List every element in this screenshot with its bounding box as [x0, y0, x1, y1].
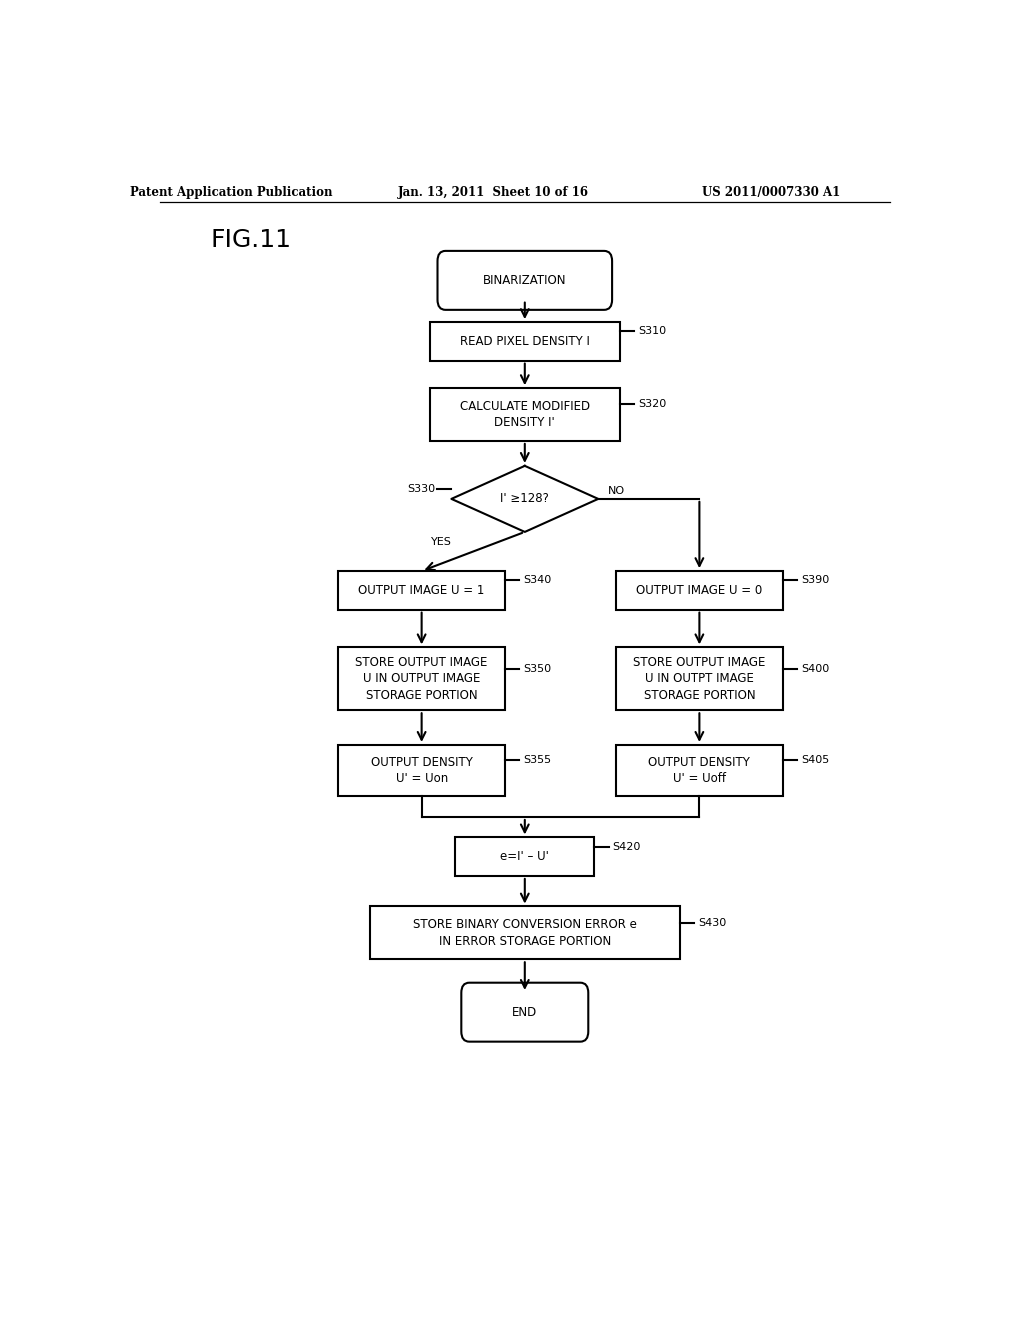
Text: S430: S430	[697, 917, 726, 928]
Bar	[338, 647, 505, 710]
Text: S340: S340	[523, 576, 552, 585]
Text: Jan. 13, 2011  Sheet 10 of 16: Jan. 13, 2011 Sheet 10 of 16	[397, 186, 589, 199]
Text: Patent Application Publication: Patent Application Publication	[130, 186, 333, 199]
Text: NO: NO	[607, 486, 625, 496]
Text: STORE OUTPUT IMAGE
U IN OUTPUT IMAGE
STORAGE PORTION: STORE OUTPUT IMAGE U IN OUTPUT IMAGE STO…	[355, 656, 487, 702]
Text: S355: S355	[523, 755, 551, 766]
Text: S420: S420	[612, 842, 641, 851]
Text: END: END	[512, 1006, 538, 1019]
Bar	[616, 572, 782, 610]
FancyBboxPatch shape	[461, 982, 588, 1041]
Text: STORE OUTPUT IMAGE
U IN OUTPT IMAGE
STORAGE PORTION: STORE OUTPUT IMAGE U IN OUTPT IMAGE STOR…	[633, 656, 766, 702]
Text: S405: S405	[801, 755, 829, 766]
Text: S330: S330	[408, 483, 435, 494]
Text: CALCULATE MODIFIED
DENSITY I': CALCULATE MODIFIED DENSITY I'	[460, 400, 590, 429]
Text: S320: S320	[638, 400, 667, 409]
Text: FIG.11: FIG.11	[211, 228, 292, 252]
Bar	[616, 647, 782, 710]
Text: S310: S310	[638, 326, 667, 337]
Bar	[430, 388, 621, 441]
Text: S400: S400	[801, 664, 829, 673]
Text: READ PIXEL DENSITY I: READ PIXEL DENSITY I	[460, 335, 590, 348]
Text: US 2011/0007330 A1: US 2011/0007330 A1	[701, 186, 840, 199]
Text: e=I' – U': e=I' – U'	[501, 850, 549, 863]
Text: S350: S350	[523, 664, 551, 673]
Text: OUTPUT IMAGE U = 1: OUTPUT IMAGE U = 1	[358, 583, 484, 597]
Text: OUTPUT DENSITY
U' = Uon: OUTPUT DENSITY U' = Uon	[371, 755, 472, 785]
Text: OUTPUT IMAGE U = 0: OUTPUT IMAGE U = 0	[636, 583, 763, 597]
FancyBboxPatch shape	[437, 251, 612, 310]
Bar	[430, 322, 621, 360]
Bar	[338, 572, 505, 610]
Text: BINARIZATION: BINARIZATION	[483, 273, 566, 286]
Text: OUTPUT DENSITY
U' = Uoff: OUTPUT DENSITY U' = Uoff	[648, 755, 751, 785]
Bar	[616, 744, 782, 796]
Bar	[338, 744, 505, 796]
Text: STORE BINARY CONVERSION ERROR e
IN ERROR STORAGE PORTION: STORE BINARY CONVERSION ERROR e IN ERROR…	[413, 919, 637, 948]
Text: YES: YES	[431, 537, 452, 546]
Bar	[370, 907, 680, 960]
Bar	[456, 837, 594, 876]
Text: S390: S390	[801, 576, 829, 585]
Text: I' ≥128?: I' ≥128?	[501, 492, 549, 506]
